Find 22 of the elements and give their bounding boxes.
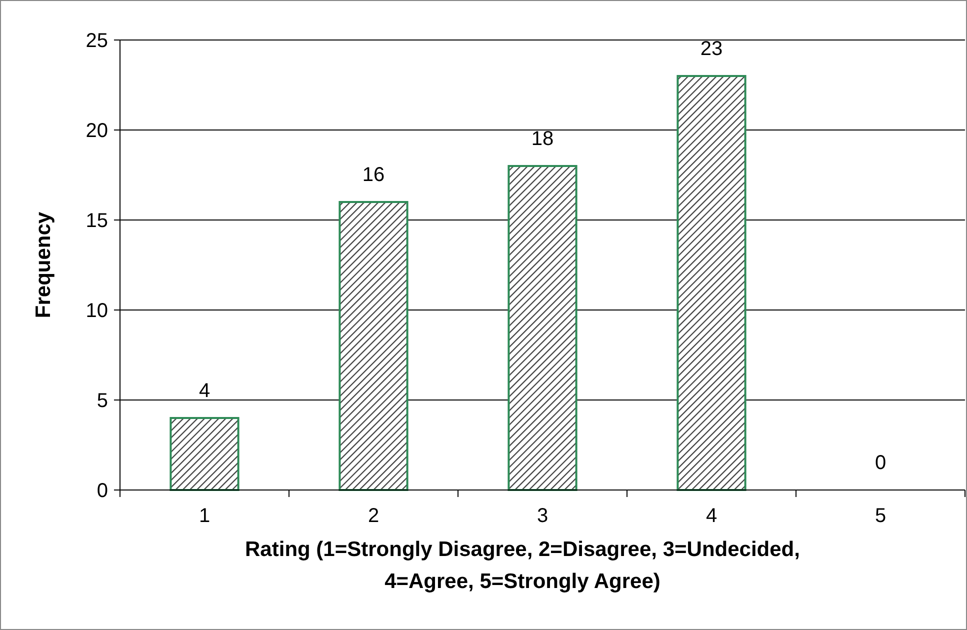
bar	[170, 417, 240, 491]
data-label: 18	[531, 128, 554, 150]
y-tick-label: 10	[86, 300, 108, 322]
data-label: 16	[362, 164, 385, 186]
x-tick-label: 4	[706, 505, 718, 527]
data-label: 4	[198, 380, 210, 402]
bar	[676, 75, 746, 491]
y-axis-title: Frequency	[32, 212, 55, 318]
data-label: 0	[874, 452, 886, 474]
x-tick-label: 3	[536, 505, 548, 527]
x-tick-label: 5	[874, 505, 886, 527]
y-tick-label: 20	[86, 120, 108, 142]
x-tick-label: 1	[198, 505, 210, 527]
y-tick-label: 0	[96, 480, 108, 502]
y-tick-label: 5	[96, 390, 108, 412]
bar	[508, 165, 578, 491]
x-axis-title: Rating (1=Strongly Disagree, 2=Disagree, 3=Undecided, 4=Agree, 5=Strongly Agree)	[245, 538, 800, 593]
data-label: 23	[700, 38, 723, 60]
y-tick-label: 25	[86, 30, 108, 52]
x-tick-label: 2	[368, 505, 380, 527]
bar	[338, 201, 408, 491]
y-tick-label: 15	[86, 210, 108, 232]
